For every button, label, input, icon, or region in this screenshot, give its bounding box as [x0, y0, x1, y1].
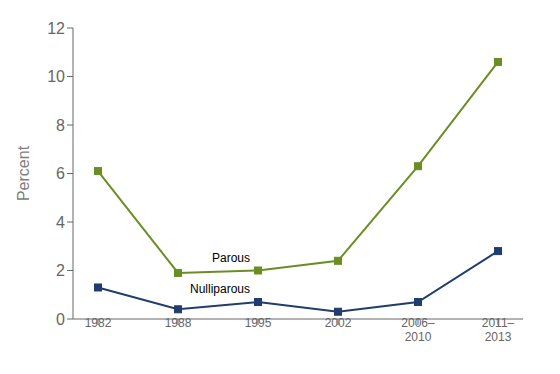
svg-text:1995: 1995	[245, 316, 272, 330]
svg-text:1988: 1988	[165, 316, 192, 330]
svg-text:Percent: Percent	[15, 145, 32, 201]
svg-text:Nulliparous: Nulliparous	[190, 282, 250, 296]
svg-text:2011–2013: 2011–2013	[482, 316, 515, 344]
svg-text:2006–2010: 2006–2010	[401, 316, 435, 344]
svg-text:8: 8	[56, 117, 65, 134]
svg-text:2: 2	[56, 262, 65, 279]
svg-text:12: 12	[47, 20, 65, 37]
svg-text:2002: 2002	[325, 316, 352, 330]
svg-text:0: 0	[56, 311, 65, 328]
svg-text:Parous: Parous	[212, 251, 250, 265]
svg-text:1982: 1982	[85, 316, 112, 330]
svg-text:6: 6	[56, 165, 65, 182]
svg-text:4: 4	[56, 214, 65, 231]
svg-text:10: 10	[47, 68, 65, 85]
